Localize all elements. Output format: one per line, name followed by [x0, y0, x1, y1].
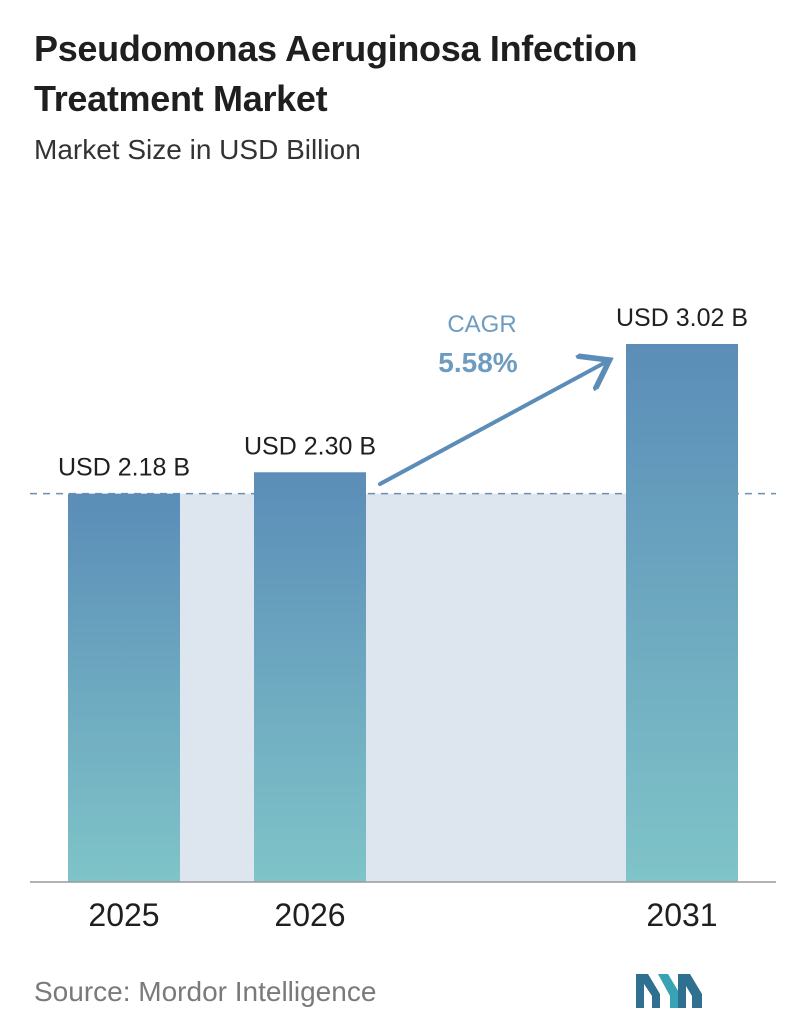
gap-band — [366, 493, 626, 882]
mordor-intelligence-logo-icon — [636, 974, 702, 1008]
x-tick-label: 2025 — [88, 897, 159, 933]
cagr-value: 5.58% — [438, 347, 517, 378]
x-tick-label: 2026 — [274, 897, 345, 933]
bar-2031 — [626, 344, 738, 882]
bar-2026 — [254, 472, 366, 882]
data-label: USD 3.02 B — [616, 304, 748, 332]
source-note: Source: Mordor Intelligence — [34, 976, 377, 1007]
data-label: USD 2.18 B — [58, 454, 190, 482]
chart-subtitle: Market Size in USD Billion — [34, 134, 361, 165]
data-label: USD 2.30 B — [244, 432, 376, 460]
cagr-arrow — [378, 362, 606, 486]
chart-title: Pseudomonas Aeruginosa Infection Treatme… — [34, 28, 638, 119]
x-tick-label: 2031 — [646, 897, 717, 933]
cagr-label: CAGR — [447, 311, 516, 338]
gap-band — [180, 493, 254, 882]
bar-2025 — [68, 493, 180, 882]
